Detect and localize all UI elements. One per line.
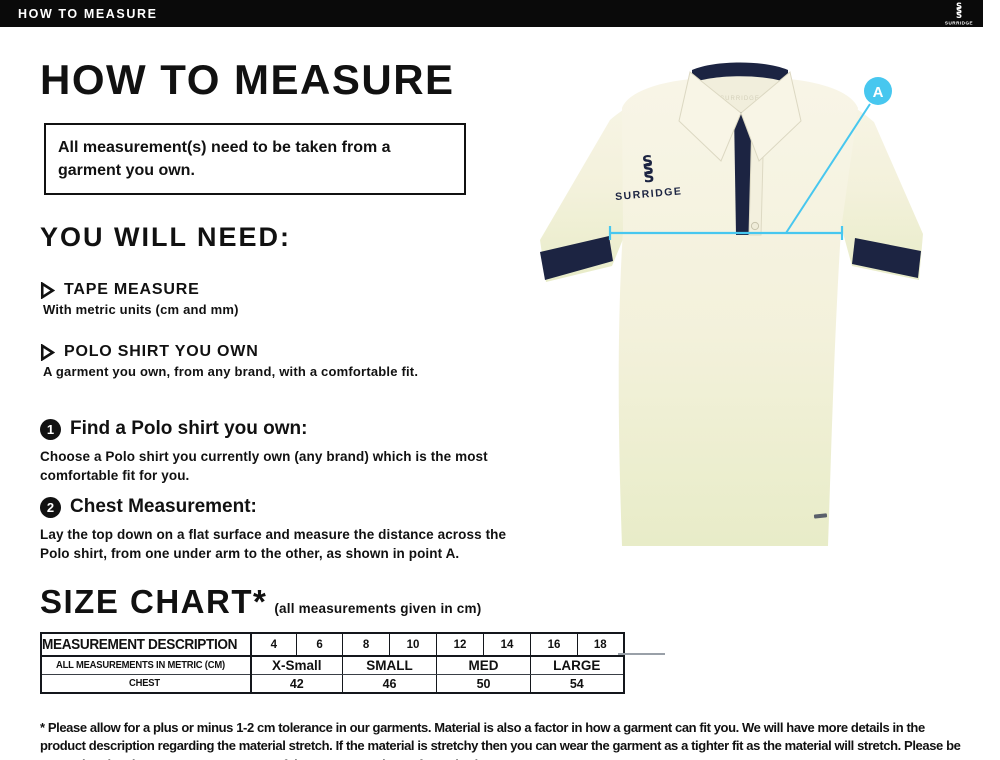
table-tail-line [618, 653, 665, 655]
disclaimer-text: * Please allow for a plus or minus 1-2 c… [40, 720, 961, 760]
chest-value-cell: 50 [436, 674, 532, 694]
chest-value-cell: 42 [250, 674, 344, 694]
right-cuff-trim [852, 238, 921, 278]
triangle-bullet-icon [40, 281, 55, 299]
page-title: HOW TO MEASURE [40, 56, 455, 103]
right-sleeve [774, 80, 923, 280]
left-collar-flap [678, 71, 742, 162]
left-cuff-trim [540, 236, 613, 280]
step-number-badge: 2 [40, 496, 61, 518]
table-cell: 10 [389, 632, 438, 657]
table-row: CHEST 42 46 50 54 [40, 674, 625, 694]
top-bar-title: HOW TO MEASURE [18, 6, 158, 21]
polo-shirt-illustration: SURRIDGE S S S SURRIDGE [540, 62, 923, 546]
surridge-logo-icon: S S S SURRIDGE [937, 0, 981, 27]
logo-monogram: S [956, 7, 962, 17]
logo-wordmark: SURRIDGE [945, 21, 973, 26]
step-2: 2 Chest Measurement: Lay the top down on… [40, 496, 518, 563]
chest-value-cell: 54 [530, 674, 625, 694]
hem-logo-mark [813, 513, 828, 519]
table-cell: 18 [577, 632, 625, 657]
table-cell: 8 [342, 632, 391, 657]
placket-button [750, 221, 760, 231]
point-a-marker [864, 77, 892, 105]
size-cell: SMALL [342, 655, 438, 675]
callout-line [785, 103, 871, 234]
notice-box: All measurement(s) need to be taken from… [44, 123, 466, 196]
need-item-polo-shirt: POLO SHIRT YOU OWN A garment you own, fr… [40, 343, 418, 379]
size-chart-subtitle: (all measurements given in cm) [274, 601, 482, 616]
size-chart-title: SIZE CHART* [40, 583, 268, 620]
table-header-label: MEASUREMENT DESCRIPTION [42, 636, 238, 653]
need-item-description: A garment you own, from any brand, with … [43, 364, 419, 379]
polo-shirt-diagram: SURRIDGE S S S SURRIDGE [510, 30, 1000, 580]
measurement-overlay: A [608, 77, 892, 240]
table-cell: 12 [436, 632, 485, 657]
chest-logo: S S S SURRIDGE [615, 152, 683, 203]
point-a-label: A [873, 84, 884, 101]
size-chart-table: MEASUREMENT DESCRIPTION 4 6 8 10 12 14 1… [40, 632, 625, 694]
logo-wordmark: SURRIDGE [615, 185, 683, 203]
inner-neck-brand-text: SURRIDGE [720, 96, 760, 102]
need-item-description: With metric units (cm and mm) [43, 302, 239, 317]
step-description: Lay the top down on a flat surface and m… [40, 527, 507, 562]
size-cell: MED [436, 655, 532, 675]
logo-monogram: S [643, 168, 655, 187]
triangle-bullet-icon [40, 343, 55, 361]
shirt-body [618, 78, 858, 546]
logo-monogram: S [641, 152, 653, 171]
table-cell: 4 [250, 632, 298, 657]
size-cell: LARGE [530, 655, 625, 675]
need-item-label: TAPE MEASURE [64, 281, 200, 298]
logo-monogram: S [642, 160, 654, 179]
placket-trim [734, 112, 752, 235]
step-title: Chest Measurement: [70, 496, 257, 517]
chest-value-cell: 46 [342, 674, 438, 694]
table-metric-label: ALL MEASUREMENTS IN METRIC (CM) [55, 660, 225, 671]
collar-back-trim [692, 62, 788, 83]
need-item-label: POLO SHIRT YOU OWN [64, 343, 259, 360]
table-cell: 6 [296, 632, 344, 657]
logo-monogram: S [956, 11, 962, 21]
step-1: 1 Find a Polo shirt you own: Choose a Po… [40, 418, 518, 485]
table-cell: 14 [483, 632, 532, 657]
size-chart-heading: SIZE CHART* (all measurements given in c… [40, 583, 481, 621]
you-will-need-heading: YOU WILL NEED: [40, 222, 292, 252]
step-description: Choose a Polo shirt you currently own (a… [40, 449, 488, 484]
step-number-badge: 1 [40, 418, 61, 440]
step-title: Find a Polo shirt you own: [70, 418, 308, 439]
chest-label: CHEST [129, 678, 161, 689]
table-cell: 16 [530, 632, 579, 657]
right-collar-flap [740, 71, 802, 162]
table-row: ALL MEASUREMENTS IN METRIC (CM) X-Small … [40, 655, 625, 675]
top-bar: HOW TO MEASURE S S S SURRIDGE [0, 0, 983, 27]
logo-monogram: S [956, 2, 962, 12]
need-item-tape-measure: TAPE MEASURE With metric units (cm and m… [40, 281, 239, 317]
table-row: MEASUREMENT DESCRIPTION 4 6 8 10 12 14 1… [40, 632, 625, 657]
size-cell: X-Small [250, 655, 344, 675]
